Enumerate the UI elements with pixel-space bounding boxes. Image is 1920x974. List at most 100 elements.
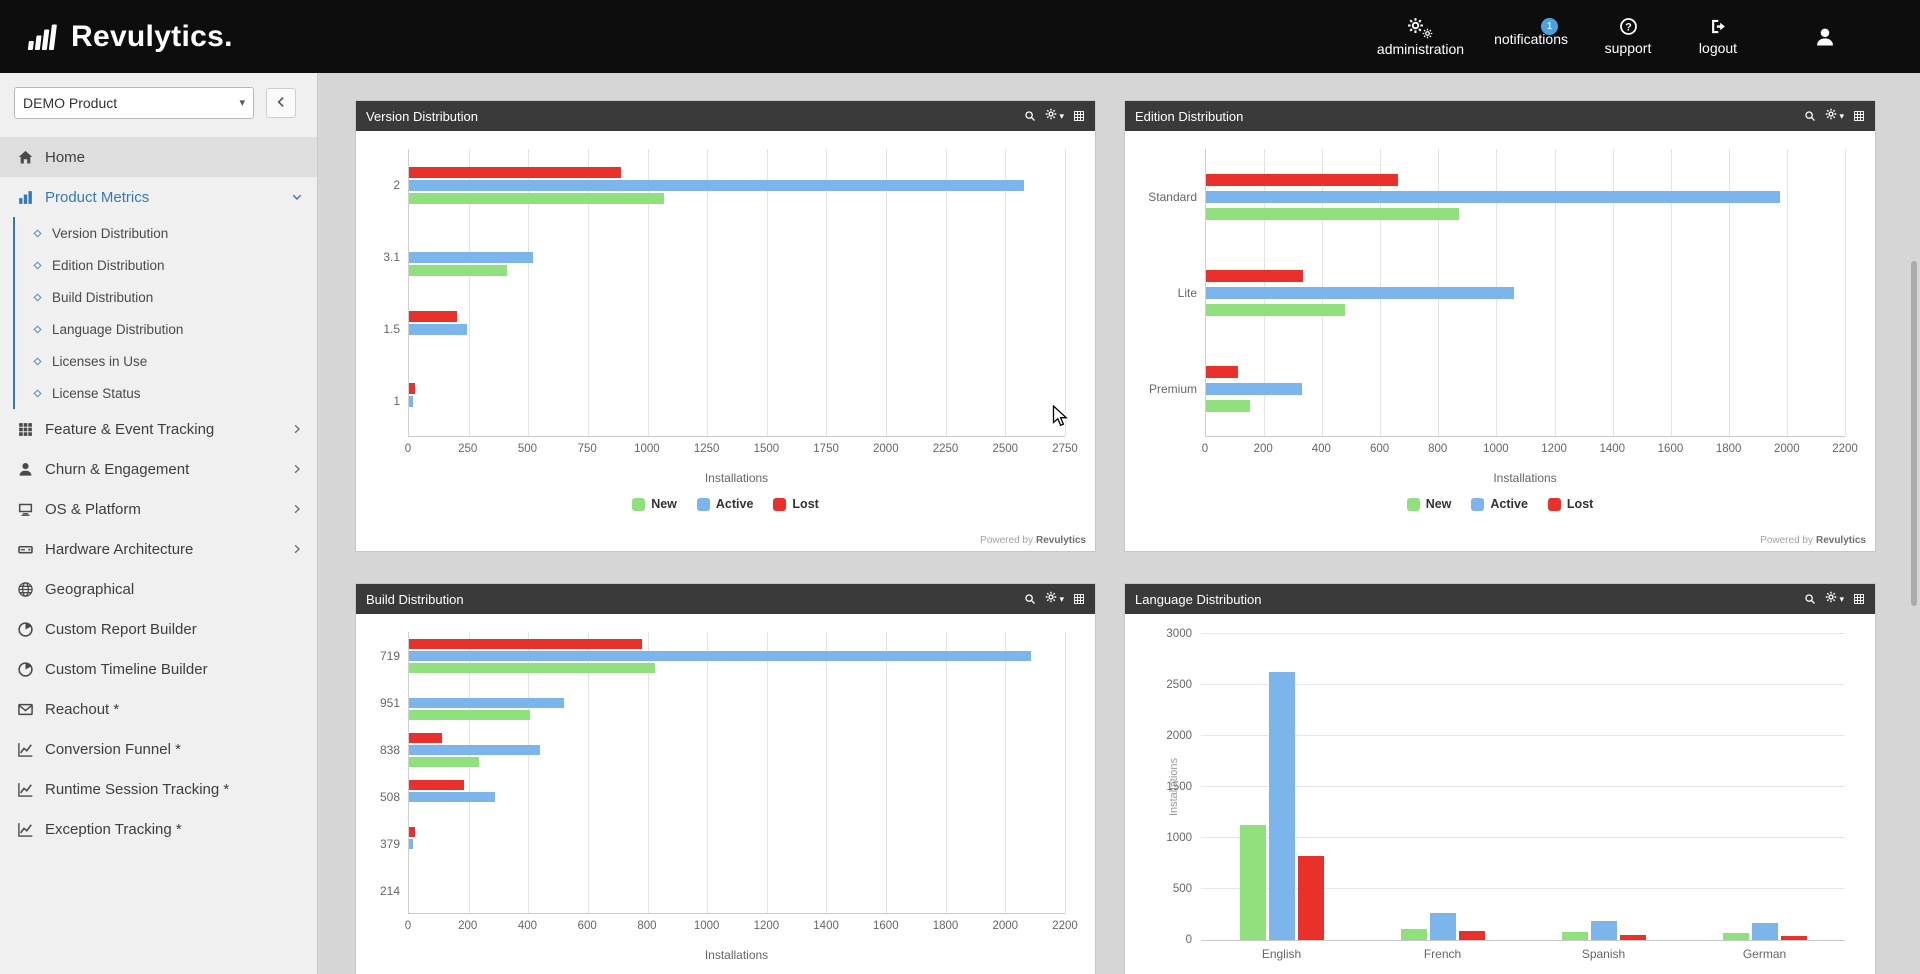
powered-by-brand: Revulytics (1035, 535, 1086, 546)
x-tick-label: 0 (404, 443, 412, 455)
sidebar-item-exception-tracking[interactable]: Exception Tracking * (0, 809, 317, 849)
x-tick-label: 2000 (873, 443, 899, 455)
panel-header: Language Distribution ▾ (1125, 584, 1875, 614)
bar-group-lite (1206, 245, 1845, 341)
plot-area: 0 500 1000 1500 2000 2500 3000 Installations (1166, 628, 1845, 946)
user-avatar-button[interactable] (1814, 26, 1836, 48)
sidebar-item-feature-event-tracking[interactable]: Feature & Event Tracking (0, 409, 317, 449)
table-icon[interactable] (1853, 110, 1865, 122)
y-tick-label: 500 (1172, 883, 1192, 895)
sidebar-item-churn-engagement[interactable]: Churn & Engagement (0, 449, 317, 489)
sidebar-subitem-license-status[interactable]: License Status (15, 377, 317, 409)
sidebar-item-conversion-funnel[interactable]: Conversion Funnel * (0, 729, 317, 769)
line-chart-icon (16, 741, 34, 758)
table-icon[interactable] (1073, 110, 1085, 122)
y-tick-label: 2000 (1166, 730, 1192, 742)
submenu-item-label: Edition Distribution (52, 257, 165, 273)
gridline (766, 632, 768, 913)
search-icon[interactable] (1024, 110, 1036, 122)
sidebar-item-os-platform[interactable]: OS & Platform (0, 489, 317, 529)
panel-language-distribution: Language Distribution ▾ 0 500 1000 1500 2000… (1124, 583, 1876, 974)
legend-active[interactable]: Active (1471, 497, 1528, 511)
nav-administration-button[interactable]: administration (1377, 17, 1464, 57)
gear-icon (1825, 590, 1837, 608)
category-label: 2 (393, 178, 400, 192)
sidebar-item-home[interactable]: Home (0, 137, 317, 177)
sidebar-item-product-metrics[interactable]: Product Metrics (0, 177, 317, 217)
bar-838-active (409, 744, 541, 755)
category-label: Standard (1148, 190, 1197, 204)
gridline (1065, 149, 1066, 436)
sidebar-subitem-version-distribution[interactable]: Version Distribution (15, 217, 317, 249)
powered-by-text: Powered by (1760, 535, 1813, 546)
product-select[interactable]: DEMO Product (14, 87, 254, 119)
x-tick-label: 2500 (992, 443, 1019, 455)
x-tick-label: 1600 (873, 920, 899, 932)
nav-notifications-button[interactable]: 1 notifications (1494, 17, 1568, 47)
y-tick-label: 3000 (1166, 628, 1192, 640)
legend-lost[interactable]: Lost (1547, 497, 1593, 511)
sidebar-item-label: Product Metrics (45, 188, 150, 206)
gridline (587, 149, 589, 436)
bar-group-3-1 (409, 221, 1065, 293)
x-tick-label: 400 (517, 920, 538, 932)
edition-distribution-chart: Standard Lite Premium 0 200 400 600 800 1000 1200… (1125, 149, 1875, 485)
bar-chart-icon (16, 189, 34, 206)
category-label: 951 (379, 695, 400, 710)
bar-group-379 (409, 820, 1065, 867)
search-icon[interactable] (1804, 110, 1816, 122)
sidebar-subitem-language-distribution[interactable]: Language Distribution (15, 313, 317, 345)
gridline (766, 149, 768, 436)
category-label: 838 (379, 742, 400, 757)
bar-standard-lost (1206, 174, 1398, 186)
collapse-sidebar-button[interactable] (266, 88, 296, 118)
scrollbar-thumb[interactable] (1911, 261, 1917, 606)
panel-tools: ▾ (1804, 107, 1865, 125)
chart-language-distribution: 0 500 1000 1500 2000 2500 3000 Installations Eng… (1125, 628, 1875, 961)
top-navbar: Revulytics. administration 1 notificatio… (0, 0, 1920, 73)
gridline (945, 149, 947, 436)
sidebar-subitem-licenses-in-use[interactable]: Licenses in Use (15, 345, 317, 377)
legend-new[interactable]: New (1406, 497, 1451, 511)
sidebar-item-custom-timeline-builder[interactable]: Custom Timeline Builder (0, 649, 317, 689)
x-tick-label: 0 (404, 920, 412, 932)
search-icon[interactable] (1804, 593, 1816, 605)
sidebar-item-geographical[interactable]: Geographical (0, 569, 317, 609)
submenu-item-label: Licenses in Use (52, 353, 148, 369)
category-label: 379 (379, 836, 400, 851)
nav-logout-button[interactable]: logout (1688, 17, 1748, 56)
legend-new[interactable]: New (632, 497, 677, 511)
chart-settings-button[interactable]: ▾ (1045, 590, 1064, 608)
sidebar-item-hardware-architecture[interactable]: Hardware Architecture (0, 529, 317, 569)
search-icon[interactable] (1024, 593, 1036, 605)
legend-active[interactable]: Active (696, 497, 753, 511)
bar-1-5-lost (409, 310, 457, 322)
sidebar-subitem-build-distribution[interactable]: Build Distribution (15, 281, 317, 313)
sidebar-item-label: Custom Report Builder (45, 620, 197, 638)
category-label: 1 (393, 394, 400, 408)
powered-by-brand: Revulytics (1815, 535, 1866, 546)
diamond-icon (32, 356, 43, 367)
nav-support-button[interactable]: ? support (1598, 17, 1658, 56)
plot-area: 2 3.1 1.5 1 (383, 149, 1066, 437)
table-icon[interactable] (1853, 593, 1865, 605)
legend-lost[interactable]: Lost (773, 497, 819, 511)
gridline (1065, 632, 1066, 913)
bar-spanish-active (1590, 920, 1617, 940)
sidebar-item-custom-report-builder[interactable]: Custom Report Builder (0, 609, 317, 649)
caret-down-icon: ▾ (1839, 110, 1844, 121)
main-content: Version Distribution ▾ 2 3.1 1.5 1 0 250 500 75… (318, 73, 1920, 974)
powered-by: Powered by Revulytics (1760, 535, 1866, 546)
sidebar-item-reachout[interactable]: Reachout * (0, 689, 317, 729)
chart-settings-button[interactable]: ▾ (1825, 590, 1844, 608)
brand[interactable]: Revulytics. (0, 20, 233, 54)
grid-icon (16, 421, 34, 438)
bar-english-new (1239, 824, 1266, 940)
x-tick-label: 800 (637, 920, 657, 932)
table-icon[interactable] (1073, 593, 1085, 605)
caret-down-icon: ▾ (1059, 110, 1064, 121)
sidebar-subitem-edition-distribution[interactable]: Edition Distribution (15, 249, 317, 281)
chart-settings-button[interactable]: ▾ (1825, 107, 1844, 125)
sidebar-item-runtime-session-tracking[interactable]: Runtime Session Tracking * (0, 769, 317, 809)
chart-settings-button[interactable]: ▾ (1045, 107, 1064, 125)
